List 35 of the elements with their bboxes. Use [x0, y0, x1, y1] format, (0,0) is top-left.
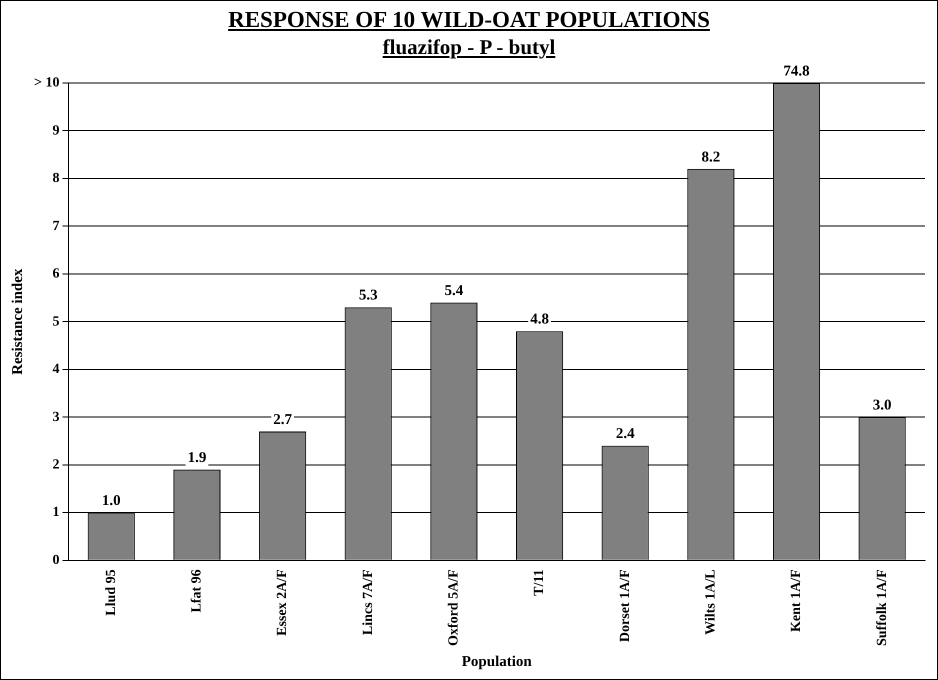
chart-subtitle: fluazifop - P - butyl	[382, 35, 556, 60]
data-label: 2.4	[616, 426, 636, 442]
data-label: 5.3	[358, 288, 378, 304]
y-tick-label: 8	[52, 171, 60, 186]
data-label: 1.0	[102, 493, 121, 510]
x-tick-label: T/11	[532, 569, 548, 596]
y-tick-label: 3	[52, 410, 60, 425]
y-tick-label: 1	[52, 505, 60, 520]
x-tick-label: Kent 1A/F	[789, 569, 804, 632]
y-tick-label: 4	[52, 362, 60, 378]
data-label: 4.8	[530, 312, 549, 328]
y-tick-label: 2	[52, 458, 60, 473]
x-tick-label: Suffolk 1A/F	[874, 569, 890, 646]
y-tick-label: 9	[52, 123, 60, 138]
x-tick-label: Essex 2A/F	[275, 569, 290, 636]
y-tick-label: 7	[52, 218, 60, 234]
x-tick-label: Dorset 1A/F	[618, 569, 633, 642]
y-axis-title: Resistance index	[10, 268, 26, 375]
x-tick-label: Lfat 96	[190, 569, 205, 613]
y-tick-label: 6	[52, 266, 60, 282]
data-label: 5.4	[444, 282, 464, 299]
data-label: 2.7	[273, 412, 292, 428]
y-tick-label: > 10	[34, 76, 60, 91]
x-tick-label: Oxford 5A/F	[446, 569, 462, 646]
annotation: 74.8	[783, 63, 810, 80]
y-tick-label: 5	[52, 314, 60, 330]
y-tick-label: 0	[52, 552, 60, 568]
x-tick-label: Llud 95	[104, 569, 119, 616]
chart-title: RESPONSE OF 10 WILD-OAT POPULATIONS	[227, 7, 711, 33]
data-label: 8.2	[701, 149, 720, 166]
x-axis-title: Population	[462, 654, 532, 670]
data-label: 3.0	[872, 398, 892, 414]
x-tick-label: Lincs 7A/F	[360, 569, 376, 636]
x-tick-label: Wilts 1A/L	[703, 569, 718, 635]
data-label: 1.9	[188, 450, 206, 466]
